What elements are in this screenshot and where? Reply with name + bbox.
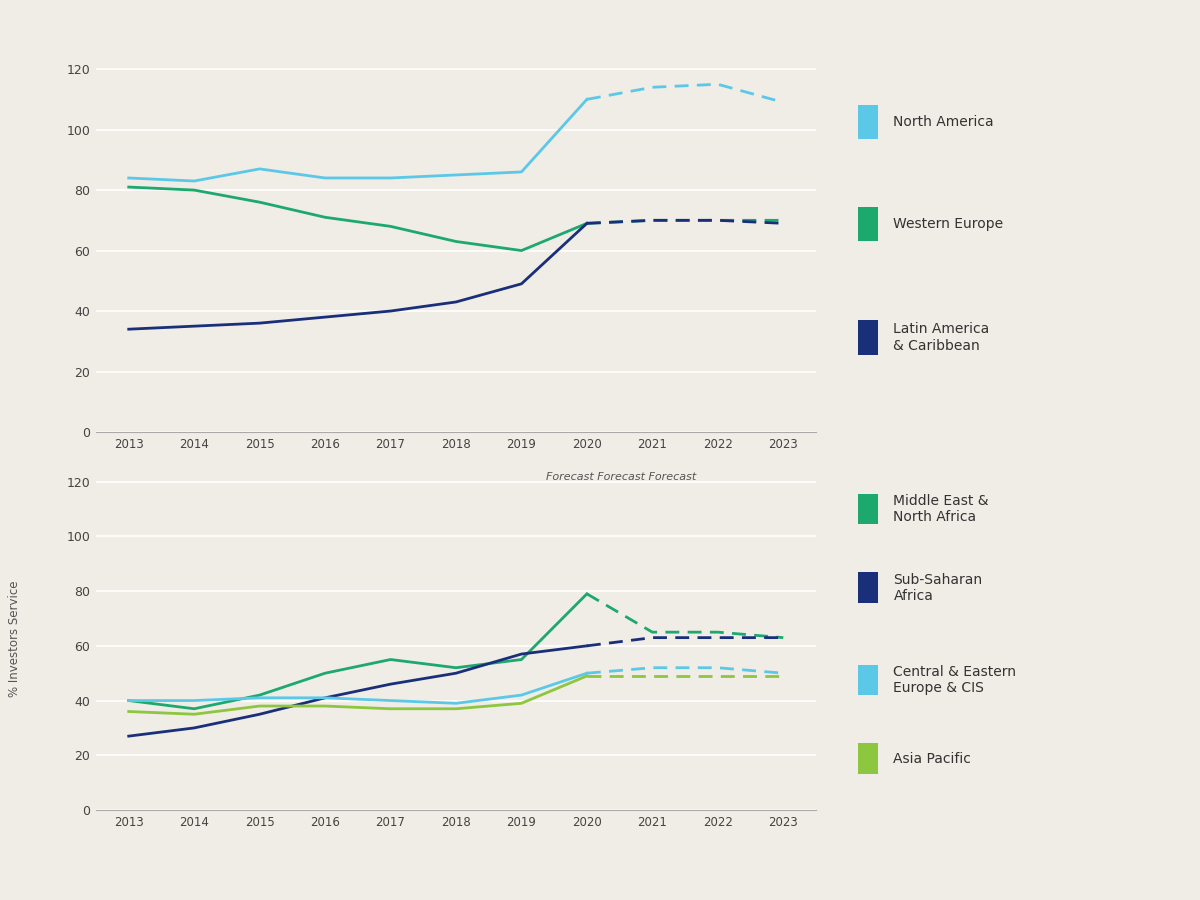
Bar (858, 207, 878, 241)
Text: Forecast Forecast Forecast: Forecast Forecast Forecast (546, 472, 697, 482)
Bar (858, 493, 878, 525)
Text: % Investors Service: % Investors Service (8, 580, 20, 698)
Text: Central & Eastern
Europe & CIS: Central & Eastern Europe & CIS (894, 665, 1016, 695)
Text: Western Europe: Western Europe (894, 217, 1003, 231)
Bar (858, 572, 878, 603)
Text: Latin America
& Caribbean: Latin America & Caribbean (894, 322, 990, 353)
Bar (858, 664, 878, 696)
Text: North America: North America (894, 115, 994, 129)
Bar (858, 743, 878, 774)
Text: Asia Pacific: Asia Pacific (894, 752, 971, 766)
Text: Sub-Saharan
Africa: Sub-Saharan Africa (894, 572, 983, 603)
Bar (858, 320, 878, 355)
Text: Middle East &
North Africa: Middle East & North Africa (894, 494, 989, 524)
Bar (858, 105, 878, 139)
